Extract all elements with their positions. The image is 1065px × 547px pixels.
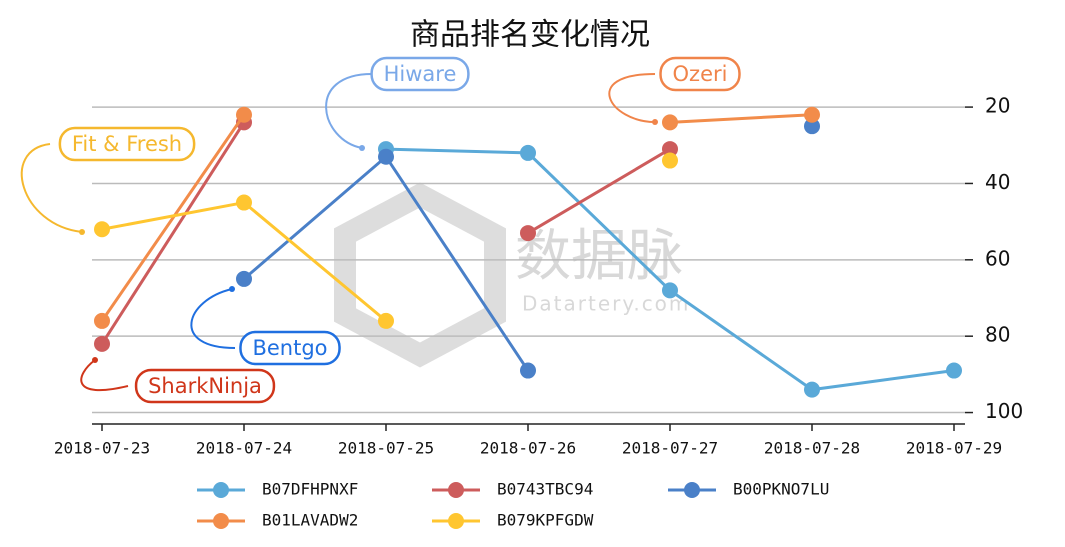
x-tick-label: 2018-07-28 [764, 439, 860, 458]
watermark: 数据脉 Datartery.com [334, 182, 690, 368]
legend-label: B01LAVADW2 [262, 511, 358, 530]
point [520, 144, 536, 161]
point [236, 106, 252, 123]
arrow-head [359, 145, 365, 151]
point [662, 282, 678, 299]
point [804, 106, 820, 123]
x-tick-label: 2018-07-23 [54, 439, 150, 458]
y-tick-label: 60 [985, 246, 1010, 270]
point [378, 148, 394, 165]
x-tick-label: 2018-07-26 [480, 439, 576, 458]
y-tick-label: 20 [985, 94, 1010, 118]
arrow-head [229, 286, 235, 292]
annotation-arrow [608, 73, 656, 123]
annotation: Fit & Fresh [20, 126, 196, 235]
point [236, 194, 252, 211]
annotation: Bentgo [190, 286, 341, 366]
annotation-box [659, 56, 741, 92]
arrow-head [92, 357, 98, 363]
point [94, 221, 110, 238]
y-tick-label: 40 [985, 170, 1010, 194]
point [520, 362, 536, 379]
x-tick-label: 2018-07-27 [622, 439, 718, 458]
y-tick-label: 100 [985, 399, 1023, 423]
watermark-subtext: Datartery.com [522, 292, 690, 316]
legend-marker [684, 482, 700, 498]
annotation-arrow [20, 143, 83, 233]
point [662, 152, 678, 169]
annotation-text: Ozeri [673, 62, 728, 86]
series-line [100, 113, 813, 322]
chart-title: 商品排名变化情况 [410, 18, 650, 53]
legend-label: B07DFHPNXF [262, 480, 358, 499]
legend-marker [448, 513, 464, 529]
point [94, 312, 110, 329]
series-line [100, 121, 671, 345]
point [378, 312, 394, 329]
x-tick-label: 2018-07-25 [338, 439, 434, 458]
annotation-box [58, 126, 196, 162]
annotation-text: SharkNinja [148, 374, 262, 398]
point [804, 118, 820, 135]
point [236, 270, 252, 287]
arrow-head [652, 119, 658, 125]
point [946, 362, 962, 379]
annotation-box [134, 368, 276, 404]
annotation: Ozeri [608, 56, 741, 125]
point [662, 141, 678, 158]
legend-marker [213, 513, 229, 529]
annotation-text: Hiware [384, 62, 457, 86]
legend-label: B0743TBC94 [497, 480, 593, 499]
annotation-box [239, 330, 341, 366]
annotation-arrow [80, 359, 129, 392]
annotation-arrow [325, 73, 373, 149]
y-tick-label: 80 [985, 323, 1010, 347]
annotation-text: Bentgo [252, 336, 327, 360]
point [804, 381, 820, 398]
legend-label: B079KPFGDW [497, 511, 594, 530]
annotation-arrow [190, 288, 236, 349]
annotation: Hiware [325, 56, 470, 151]
point [94, 335, 110, 352]
legend-label: B00PKNO7LU [733, 480, 829, 499]
point [520, 225, 536, 242]
point [662, 114, 678, 131]
watermark-logo [334, 182, 506, 368]
watermark-text: 数据脉 [515, 224, 683, 289]
x-tick-label: 2018-07-29 [906, 439, 1002, 458]
annotation-text: Fit & Fresh [72, 132, 182, 156]
annotation: SharkNinja [80, 357, 276, 404]
legend-marker [448, 482, 464, 498]
arrow-head [79, 229, 85, 235]
x-tick-label: 2018-07-24 [196, 439, 292, 458]
legend-marker [213, 482, 229, 498]
